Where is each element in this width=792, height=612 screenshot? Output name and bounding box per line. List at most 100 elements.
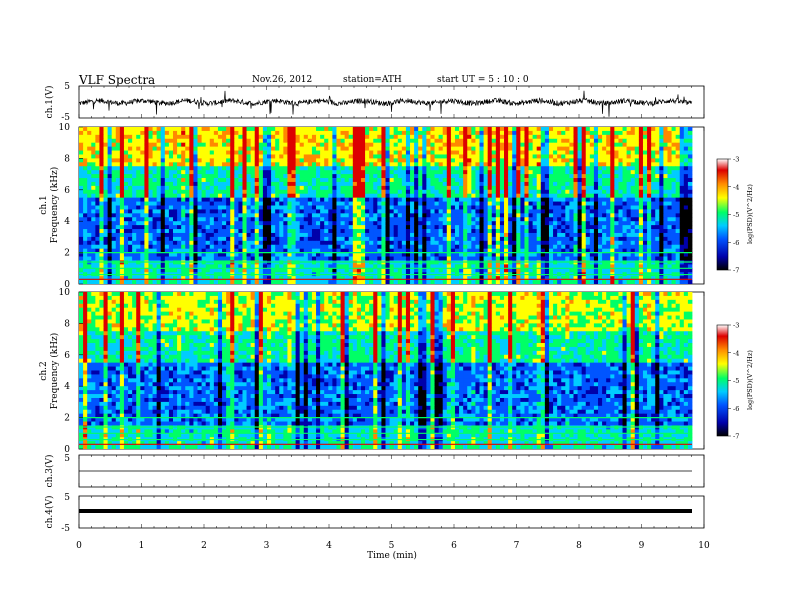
- spectrogram-cell: [185, 130, 190, 136]
- spectrogram-cell: [185, 150, 190, 155]
- spectrogram-cell: [463, 170, 468, 175]
- spectrogram-cell: [83, 193, 88, 199]
- spectrogram-cell: [504, 146, 509, 151]
- spectrogram-cell: [463, 240, 468, 246]
- spectrogram-cell: [634, 193, 640, 199]
- spectrogram-cell: [397, 130, 403, 136]
- spectrogram-cell: [348, 205, 354, 210]
- spectrogram-cell: [356, 217, 362, 222]
- spectrogram-cell: [450, 185, 456, 191]
- spectrogram-cell: [532, 225, 538, 230]
- spectrogram-cell: [651, 178, 656, 183]
- spectrogram-cell: [246, 130, 252, 136]
- spectrogram-cell: [222, 189, 227, 195]
- spectrogram-cell: [111, 130, 117, 136]
- spectrogram-cell: [181, 209, 186, 214]
- spectrogram-cell: [360, 146, 366, 151]
- spectrogram-cell: [499, 229, 505, 234]
- spectrogram-cell: [499, 209, 505, 214]
- spectrogram-cell: [250, 150, 256, 155]
- spectrogram-cell: [156, 185, 162, 191]
- spectrogram-cell: [434, 221, 440, 226]
- spectrogram-cell: [553, 205, 558, 210]
- spectrogram-cell: [185, 236, 190, 242]
- spectrogram-cell: [307, 174, 313, 179]
- spectrogram-cell: [152, 229, 158, 234]
- spectrogram-cell: [287, 134, 292, 140]
- spectrogram-cell: [536, 150, 542, 155]
- spectrogram-cell: [483, 209, 489, 214]
- spectrogram-cell: [410, 154, 415, 159]
- spectrogram-cell: [152, 236, 158, 242]
- spectrogram-cell: [177, 162, 182, 167]
- spectrogram-cell: [99, 154, 104, 159]
- spectrogram-cell: [373, 209, 378, 214]
- spectrogram-cell: [328, 221, 333, 226]
- spectrogram-cell: [548, 189, 554, 195]
- spectrogram-cell: [606, 221, 611, 226]
- spectrogram-cell: [573, 240, 578, 246]
- spectrogram-cell: [217, 236, 223, 242]
- spectrogram-cell: [111, 193, 117, 199]
- spectrogram-cell: [209, 146, 215, 151]
- spectrogram-cell: [381, 213, 386, 218]
- spectrogram-cell: [181, 201, 186, 206]
- spectrogram-cell: [610, 166, 615, 171]
- spectrogram-cell: [226, 150, 231, 155]
- spectrogram-cell: [348, 225, 354, 230]
- spectrogram-cell: [536, 229, 542, 234]
- spectrogram-cell: [557, 193, 562, 199]
- spectrogram-cell: [295, 181, 301, 187]
- spectrogram-cell: [638, 205, 644, 210]
- spectrogram-cell: [234, 154, 239, 159]
- spectrogram-cell: [602, 197, 607, 202]
- spectrogram-cell: [115, 201, 121, 206]
- spectrogram-cell: [614, 142, 619, 148]
- spectrogram-cell: [687, 154, 693, 159]
- spectrogram-cell: [434, 225, 440, 230]
- spectrogram-cell: [107, 185, 113, 191]
- spectrogram-cell: [222, 221, 227, 226]
- spectrogram-cell: [438, 232, 444, 238]
- spectrogram-cell: [99, 158, 104, 163]
- spectrogram-cell: [83, 146, 88, 151]
- spectrogram-cell: [164, 185, 170, 191]
- spectrogram-cell: [405, 181, 411, 187]
- spectrogram-cell: [111, 127, 117, 132]
- spectrogram-cell: [410, 205, 415, 210]
- spectrogram-cell: [454, 150, 460, 155]
- spectrogram-cell: [365, 213, 370, 218]
- spectrogram-cell: [262, 213, 268, 218]
- spectrogram-cell: [316, 229, 321, 234]
- spectrogram-cell: [671, 142, 677, 148]
- spectrogram-cell: [344, 221, 350, 226]
- spectrogram-cell: [152, 174, 158, 179]
- spectrogram-cell: [87, 174, 92, 179]
- spectrogram-cell: [320, 138, 325, 144]
- spectrogram-cell: [467, 185, 472, 191]
- spectrogram-cell: [246, 134, 252, 140]
- spectrogram-cell: [675, 154, 681, 159]
- spectrogram-cell: [299, 197, 305, 202]
- spectrogram-cell: [475, 178, 480, 183]
- spectrogram-cell: [512, 193, 517, 199]
- spectrogram-cell: [115, 142, 121, 148]
- spectrogram-cell: [442, 154, 448, 159]
- spectrogram-cell: [373, 166, 378, 171]
- spectrogram-cell: [520, 189, 525, 195]
- spectrogram-cell: [95, 174, 100, 179]
- spectrogram-cell: [512, 127, 517, 132]
- spectrogram-cell: [479, 178, 484, 183]
- spectrogram-cell: [593, 201, 599, 206]
- spectrogram-cell: [446, 217, 452, 222]
- spectrogram-cell: [450, 174, 456, 179]
- spectrogram-cell: [581, 166, 587, 171]
- spectrogram-cell: [450, 236, 456, 242]
- spectrogram-cell: [426, 154, 431, 159]
- spectrogram-cell: [172, 201, 178, 206]
- spectrogram-cell: [115, 150, 121, 155]
- spectrogram-cell: [683, 162, 689, 167]
- spectrogram-cell: [675, 217, 681, 222]
- spectrogram-cell: [459, 232, 464, 238]
- spectrogram-cell: [667, 181, 672, 187]
